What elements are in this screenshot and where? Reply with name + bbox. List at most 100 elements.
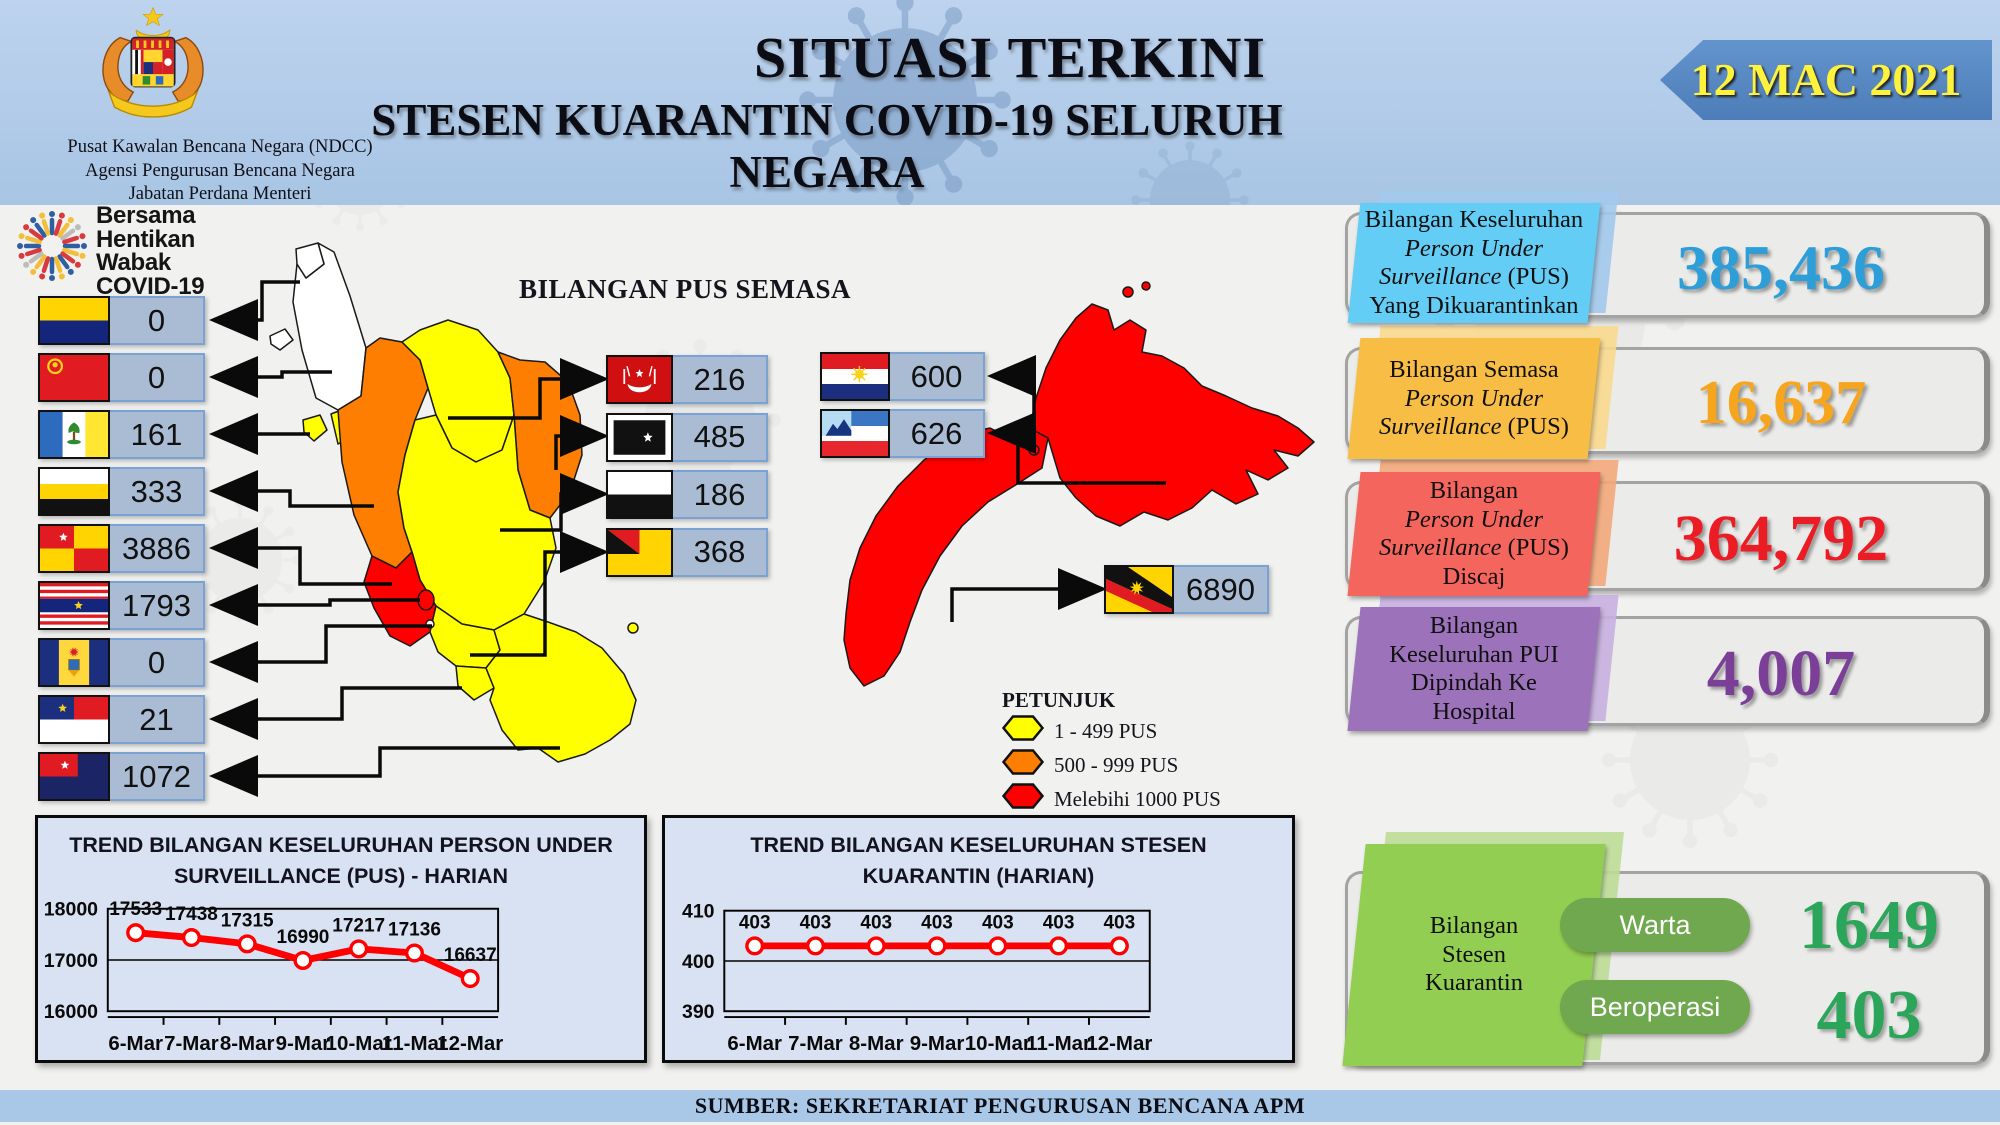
svg-text:410: 410	[682, 901, 715, 923]
svg-text:11-Mar: 11-Mar	[1026, 1032, 1091, 1055]
svg-text:403: 403	[982, 912, 1014, 933]
pus-value-penang: 161	[110, 410, 205, 459]
state-row-kelantan: 216	[606, 355, 768, 404]
stat-label-line: Bilangan	[1429, 476, 1519, 504]
map-title: BILANGAN PUS SEMASA	[518, 274, 852, 304]
stat-value-warta: 1649	[1799, 887, 1939, 964]
chart-title: TREND BILANGAN KESELURUHAN STESEN KUARAN…	[750, 833, 1207, 889]
pus-value-kl: 1793	[110, 581, 205, 630]
stat-label-line: Discaj	[1442, 562, 1506, 590]
legend-item-2: Melebihi 1000 PUS	[1001, 783, 1221, 815]
state-row-pahang: 186	[606, 470, 768, 519]
stat-label-text: Bilangan Stesen Kuarantin	[1354, 912, 1594, 998]
legend-item-0: 1 - 499 PUS	[1001, 715, 1221, 747]
date-badge: 12 MAC 2021	[1660, 40, 1992, 120]
stat-value-pui-hospital: 4,007	[1706, 637, 1856, 710]
svg-text:6-Mar: 6-Mar	[108, 1032, 163, 1055]
chart-plot: 390 400 410 6-Mar 7-Mar 8-Mar 9-Mar 10-Mar11-Ma…	[682, 901, 1152, 1056]
flag-kedah	[38, 353, 110, 402]
svg-text:403: 403	[1043, 912, 1075, 933]
state-row-sarawak: 6890	[1104, 565, 1269, 614]
state-row-kedah: 0	[38, 353, 205, 402]
chart-title: TREND BILANGAN KESELURUHAN PERSON UNDER …	[69, 833, 613, 889]
stat-label-line: Person Under	[1404, 505, 1544, 533]
svg-text:10-Mar: 10-Mar	[965, 1032, 1031, 1055]
stat-label-pui-hospital: Bilangan Keseluruhan PUI Dipindah Ke Hospit…	[1347, 607, 1601, 731]
stat-label-line: Surveillance (PUS)	[1379, 263, 1569, 290]
svg-text:12-Mar: 12-Mar	[1086, 1032, 1152, 1055]
flag-terengganu	[606, 412, 673, 462]
svg-text:390: 390	[682, 1001, 715, 1023]
legend-title: PETUNJUK	[1002, 688, 1116, 712]
pus-value-pahang: 186	[673, 470, 768, 519]
pus-value-perlis: 0	[110, 296, 205, 345]
chart-pus-trend-panel: TREND BILANGAN KESELURUHAN PERSON UNDER …	[35, 815, 647, 1063]
svg-text:8-Mar: 8-Mar	[849, 1032, 904, 1055]
footer-source-text: SUMBER: SEKRETARIAT PENGURUSAN BENCANA A…	[694, 1093, 1306, 1118]
state-row-terengganu: 485	[606, 412, 768, 462]
state-row-selangor: 3886	[38, 524, 205, 573]
svg-text:17438: 17438	[165, 904, 218, 925]
legend-hexagon-icon	[1001, 783, 1045, 815]
svg-text:17217: 17217	[332, 915, 385, 936]
pus-value-terengganu: 485	[673, 412, 768, 462]
svg-text:10-Mar: 10-Mar	[326, 1032, 392, 1055]
svg-text:9-Mar: 9-Mar	[276, 1032, 331, 1055]
page-subtitle: STESEN KUARANTIN COVID-19 SELURUH NEGARA	[371, 95, 1283, 197]
state-row-sabah: 626	[820, 409, 985, 458]
page-title: SITUASI TERKINI	[754, 25, 1266, 90]
stats-column: Bilangan Keseluruhan Person Under Surveill…	[1342, 0, 1990, 1125]
stat-value-pus-discaj: 364,792	[1673, 502, 1889, 575]
svg-text:12-Mar: 12-Mar	[437, 1032, 503, 1055]
flag-johor	[38, 752, 110, 801]
pus-value-n9: 368	[673, 527, 768, 577]
chart-plot: 16000 17000 18000 6-Mar 7-Mar 8-Mar 9-Mar10-Ma…	[44, 899, 503, 1056]
stat-label-stesen-kuarantin: Bilangan Stesen Kuarantin	[1342, 844, 1606, 1066]
flag-penang	[38, 410, 110, 459]
svg-text:403: 403	[921, 912, 953, 933]
legend-label: Melebihi 1000 PUS	[1054, 786, 1221, 811]
header: Pusat Kawalan Bencana Negara (NDCC) Agen…	[0, 0, 2000, 205]
flag-selangor	[38, 524, 110, 573]
flag-sarawak	[1104, 565, 1174, 614]
stat-label-line: Bilangan	[1429, 611, 1519, 639]
stat-label-line: Bilangan Semasa	[1389, 355, 1559, 383]
pus-value-kedah: 0	[110, 353, 205, 402]
svg-text:403: 403	[739, 912, 771, 933]
stat-label-line: Person Under	[1404, 384, 1544, 412]
stat-value-pus-keseluruhan: 385,436	[1677, 232, 1885, 303]
chart-stations-trend-panel: TREND BILANGAN KESELURUHAN STESEN KUARAN…	[662, 815, 1295, 1063]
flag-melaka	[38, 695, 110, 744]
flag-pahang	[606, 470, 673, 519]
svg-text:18000: 18000	[44, 899, 98, 921]
header-virus-watermark	[799, 0, 1249, 205]
stat-label-line: Hospital	[1432, 697, 1516, 725]
stat-label-line: Dipindah Ke	[1411, 669, 1537, 696]
stat-pill-warta: Warta	[1560, 898, 1750, 952]
svg-text:17136: 17136	[388, 919, 441, 940]
flag-perlis	[38, 296, 110, 345]
svg-text:9-Mar: 9-Mar	[910, 1032, 965, 1055]
stat-label-line: Stesen	[1442, 940, 1506, 968]
svg-text:16000: 16000	[44, 1001, 98, 1023]
state-row-johor: 1072	[38, 752, 205, 801]
stat-label-pus-keseluruhan: Bilangan Keseluruhan Person Under Surveill…	[1347, 203, 1601, 323]
stat-card-pui-hospital: Bilangan Keseluruhan PUI Dipindah Ke Hospit…	[1345, 595, 1990, 731]
stat-label-line: Surveillance (PUS)	[1379, 534, 1569, 561]
state-row-labuan: 600	[820, 352, 985, 401]
state-row-penang: 161	[38, 410, 205, 459]
svg-text:400: 400	[682, 951, 715, 973]
flag-sabah	[820, 409, 890, 458]
stat-label-pus-semasa: Bilangan Semasa Person Under Surveillance …	[1347, 338, 1601, 459]
svg-text:17000: 17000	[44, 950, 98, 972]
legend-label: 1 - 499 PUS	[1054, 718, 1158, 743]
org-line: Jabatan Perdana Menteri	[128, 184, 312, 205]
svg-text:7-Mar: 7-Mar	[164, 1032, 219, 1055]
stat-card-stesen-kuarantin: Bilangan Stesen Kuarantin Warta 1649 Beropera…	[1342, 832, 1990, 1066]
stat-label-line: Keseluruhan PUI	[1389, 640, 1559, 668]
campaign-line: COVID-19	[96, 272, 205, 300]
stat-label-line: Yang Dikuarantinkan	[1369, 291, 1579, 319]
flag-labuan	[820, 352, 890, 401]
campaign-line: Wabak	[96, 249, 171, 277]
stat-pill-beroperasi: Beroperasi	[1560, 980, 1750, 1034]
